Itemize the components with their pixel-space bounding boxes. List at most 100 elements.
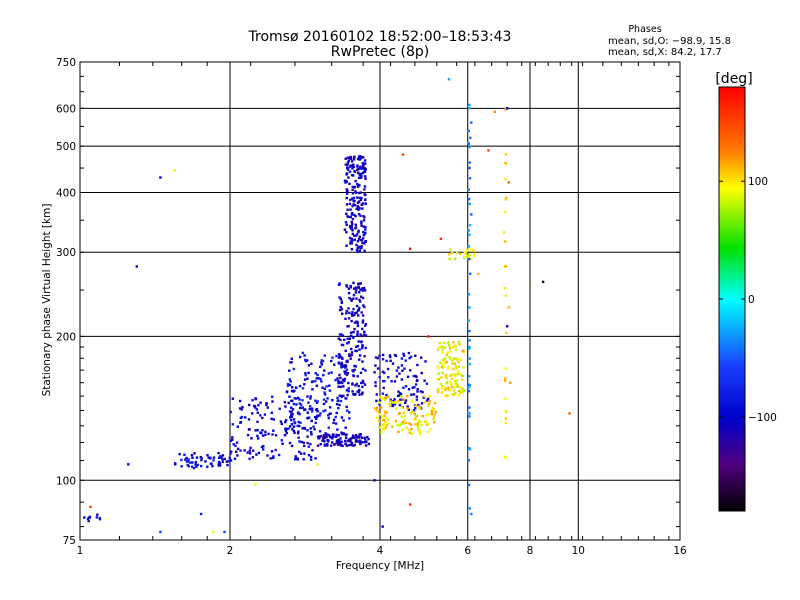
data-point [316,400,319,403]
data-point [256,420,259,423]
data-point [358,200,361,203]
data-point [195,456,199,459]
data-point [351,382,354,385]
data-point [341,432,344,436]
data-point [338,381,341,385]
data-point [314,372,317,375]
data-point [311,449,314,452]
data-point [317,437,321,440]
data-point [467,188,470,191]
data-point [409,412,412,415]
data-point [232,443,235,446]
data-point [338,373,341,377]
data-point [430,412,434,416]
data-point [191,456,194,459]
data-point [290,357,293,360]
data-point [354,312,357,315]
data-point [361,241,364,244]
data-point [437,387,440,391]
data-point [349,298,353,301]
y-tick-label: 200 [56,331,76,343]
data-point [423,401,427,404]
data-point [325,400,328,403]
data-point [319,443,322,446]
data-point [425,382,429,385]
data-point [346,189,349,193]
data-point [441,358,445,362]
data-point [506,325,509,328]
data-point [407,408,410,411]
data-point [290,410,293,413]
data-point [309,395,312,398]
data-point [466,254,469,258]
data-point [301,351,305,355]
data-point [309,455,313,459]
data-point [504,421,507,425]
data-point [425,423,429,426]
data-point [278,407,281,410]
data-point [231,423,234,426]
data-point [472,249,475,252]
data-point [461,378,464,381]
data-point [504,153,508,156]
data-point [357,167,360,171]
y-tick-label: 75 [63,535,76,547]
data-point [325,385,328,388]
data-point [456,370,460,373]
data-point [284,420,287,424]
data-point [311,388,314,391]
data-point [506,107,509,110]
data-point [327,439,330,442]
y-tick-label: 500 [56,141,76,153]
data-point [335,422,338,425]
data-point [294,455,297,458]
data-point [296,458,300,461]
data-point [361,296,365,300]
x-tick-label: 4 [377,545,384,557]
data-point [411,432,414,435]
data-point [330,371,333,374]
data-point [349,198,352,202]
data-point [345,389,349,392]
data-point [424,414,428,417]
data-point [378,413,381,416]
data-point [398,394,401,397]
data-point [408,356,411,360]
data-point [393,403,397,406]
data-point [468,347,471,350]
data-point [426,397,430,401]
data-point [127,463,130,466]
data-point [178,452,181,456]
data-point [230,450,233,453]
data-point [246,451,249,454]
data-point [380,431,383,434]
data-point [451,359,454,362]
x-tick-label: 8 [527,545,534,557]
data-point [322,398,326,401]
data-point [345,223,348,226]
data-point [338,296,341,299]
data-point [356,375,359,378]
data-point [507,306,510,309]
data-point [270,417,273,420]
data-point [174,463,177,466]
data-point [272,418,275,421]
data-point [350,299,353,302]
data-point [451,251,454,255]
data-point [341,381,344,385]
data-point [291,386,294,389]
data-point [286,382,290,386]
data-point [340,355,343,359]
data-point [88,515,92,519]
data-point [360,295,363,298]
data-point [444,360,447,363]
data-point [349,208,352,211]
data-point [451,385,454,389]
data-point [405,426,408,429]
data-point [294,397,298,400]
data-point [436,390,440,394]
data-point [450,384,453,387]
grid [80,62,680,540]
data-point [217,451,220,455]
data-point [448,344,451,347]
